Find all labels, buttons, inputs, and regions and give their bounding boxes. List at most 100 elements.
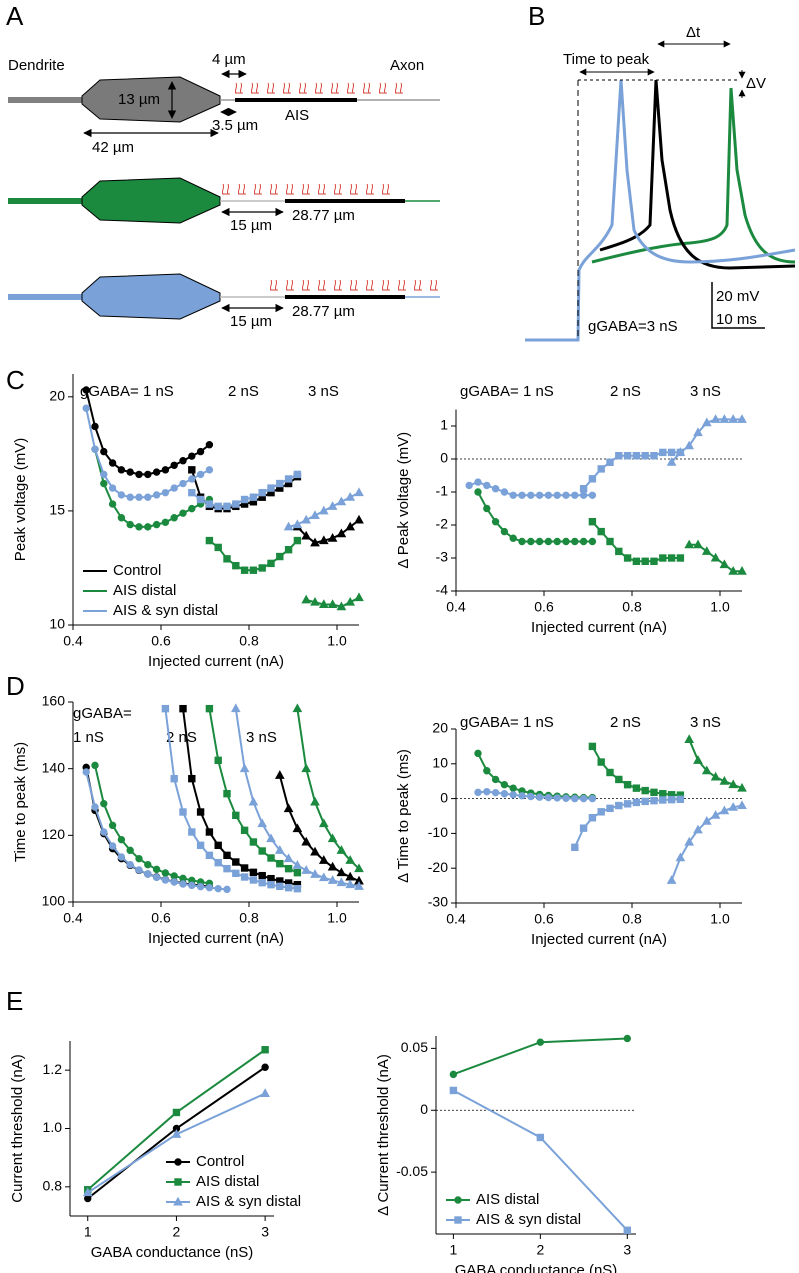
marker <box>196 447 205 456</box>
marker <box>318 818 329 828</box>
marker <box>588 518 597 526</box>
marker <box>301 865 312 874</box>
y-tick-label: -20 <box>428 859 448 875</box>
neuron-ais-distal <box>8 177 440 224</box>
marker <box>701 546 712 555</box>
marker <box>500 488 509 496</box>
marker <box>170 774 178 783</box>
marker <box>205 851 214 860</box>
marker <box>161 869 170 877</box>
marker <box>258 564 266 572</box>
marker <box>301 836 312 846</box>
marker <box>135 854 143 863</box>
marker <box>693 427 703 437</box>
marker <box>205 441 214 449</box>
marker <box>710 810 721 819</box>
marker <box>327 533 338 542</box>
x-tick-label: 0.8 <box>622 911 642 927</box>
annotation: 2 nS <box>610 383 641 400</box>
marker <box>240 864 249 872</box>
marker <box>179 509 187 517</box>
label: 10 ms <box>716 311 757 328</box>
marker <box>676 795 685 803</box>
marker <box>91 445 99 453</box>
annotation: gGABA= <box>73 705 132 722</box>
marker <box>267 880 275 889</box>
marker <box>179 457 187 465</box>
y-tick-label: 120 <box>42 826 66 842</box>
marker <box>491 485 500 493</box>
marker <box>588 794 597 803</box>
marker <box>684 539 695 549</box>
marker <box>170 461 178 469</box>
marker <box>91 761 99 770</box>
y-axis-label: Δ Current threshold (nA) <box>375 1054 392 1216</box>
marker <box>449 1070 458 1079</box>
series-line <box>477 491 742 573</box>
label: 15 µm <box>230 217 272 234</box>
voltage-traces <box>525 79 796 342</box>
x-axis-label: Injected current (nA) <box>531 619 667 636</box>
x-axis-label: Injected current (nA) <box>148 653 284 670</box>
marker <box>491 788 500 797</box>
marker <box>500 780 509 789</box>
legend-label: Control <box>196 1153 244 1170</box>
marker <box>274 845 285 854</box>
marker <box>562 491 570 499</box>
marker <box>659 448 667 457</box>
marker <box>301 530 312 540</box>
marker <box>276 859 284 868</box>
marker <box>518 792 526 800</box>
marker <box>108 842 117 850</box>
marker <box>91 422 99 431</box>
marker <box>667 795 676 804</box>
marker <box>719 414 730 423</box>
marker <box>172 1108 181 1117</box>
marker <box>354 487 364 497</box>
marker <box>126 468 134 476</box>
marker <box>301 763 312 773</box>
marker <box>571 491 579 499</box>
x-tick-label: 3 <box>623 1242 631 1258</box>
marker <box>710 771 721 781</box>
marker <box>284 546 293 554</box>
marker <box>292 703 303 713</box>
marker <box>606 804 614 813</box>
marker <box>491 518 500 526</box>
x-tick-label: 0.8 <box>239 633 259 649</box>
channel-icon <box>331 82 340 94</box>
legend-label: AIS distal <box>476 1191 539 1208</box>
marker <box>474 488 482 496</box>
marker <box>117 835 126 844</box>
channel-icon <box>398 279 407 291</box>
soma <box>81 76 221 123</box>
marker <box>345 879 356 889</box>
marker <box>223 502 231 511</box>
y-tick-label: 10 <box>49 616 65 632</box>
marker <box>205 500 214 508</box>
y-tick-label: 1 <box>440 417 448 433</box>
marker <box>659 796 667 804</box>
marker <box>597 527 605 536</box>
chart: -0.05 0 0.05 1 2 3 GABA conductance (nS) Δ Curr… <box>375 1034 636 1273</box>
marker <box>108 459 117 467</box>
x-tick-label: 0.4 <box>63 633 83 649</box>
marker <box>179 808 187 816</box>
marker <box>152 520 161 529</box>
marker <box>536 1133 545 1142</box>
marker <box>579 485 588 493</box>
marker <box>650 452 658 460</box>
soma <box>81 273 221 320</box>
channel-icon <box>366 183 375 195</box>
marker <box>710 552 721 562</box>
marker <box>345 491 356 501</box>
marker <box>258 847 266 855</box>
marker <box>276 882 284 891</box>
label: 15 µm <box>230 313 272 330</box>
marker <box>535 537 544 546</box>
marker <box>354 863 364 873</box>
marker <box>283 521 294 531</box>
annotation: 3 nS <box>246 729 277 746</box>
marker <box>641 797 649 806</box>
marker <box>261 1046 269 1054</box>
